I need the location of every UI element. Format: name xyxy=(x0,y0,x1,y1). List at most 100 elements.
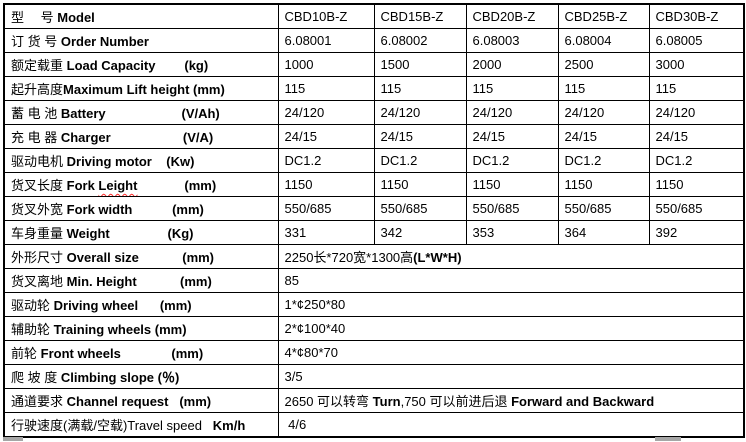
row-value-cell: 24/120 xyxy=(648,100,745,125)
text-segment: (mm) xyxy=(137,178,217,193)
text-segment: 1150 xyxy=(472,177,501,192)
row-value-cell: 6.08003 xyxy=(465,28,559,53)
text-segment: 2000 xyxy=(472,57,502,72)
text-segment: DC1.2 xyxy=(655,153,693,168)
text-segment: Front wheels (mm) xyxy=(40,346,204,361)
text-segment: 24/120 xyxy=(472,105,513,120)
row-value-cell: CBD15B-Z xyxy=(373,3,467,29)
row-value-cell: 115 xyxy=(373,76,467,101)
row-value-cell: 392 xyxy=(648,220,745,245)
text-segment: 前轮 xyxy=(11,346,41,361)
text-segment: DC1.2 xyxy=(284,153,322,168)
text-segment: Climbing slope (％) xyxy=(60,370,180,385)
text-segment: Km/h xyxy=(212,418,246,433)
text-segment: 3/5 xyxy=(284,369,303,384)
text-segment: 起升高度 xyxy=(11,82,64,97)
table-row: 爬 坡 度 Climbing slope (％) 3/5 xyxy=(3,364,745,389)
row-value-cell: 24/120 xyxy=(373,100,467,125)
row-value-cell: 2250长*720宽*1300高(L*W*H) xyxy=(277,244,745,269)
row-value-cell: 115 xyxy=(277,76,375,101)
row-value-cell: 364 xyxy=(557,220,650,245)
table-row: 蓄 电 池 Battery (V/Ah) 24/120 24/120 24/120 24… xyxy=(3,100,745,125)
text-segment: Driving motor (Kw) xyxy=(66,154,195,169)
text-segment: Driving wheel (mm) xyxy=(53,298,192,313)
text-segment: 充 电 器 xyxy=(11,130,61,145)
text-segment: 115 xyxy=(380,81,402,96)
row-value-cell: 6.08001 xyxy=(277,28,375,53)
text-segment: 车身重量 xyxy=(11,226,67,241)
text-segment: 蓄 电 池 xyxy=(11,106,61,121)
table-row: 货叉离地 Min. Height (mm) 85 xyxy=(3,268,745,293)
row-value-cell: 4*¢80*70 xyxy=(277,340,745,365)
table-row: 额定载重 Load Capacity (kg) 1000 1500 2000 2500 3… xyxy=(3,52,745,77)
row-value-cell: DC1.2 xyxy=(465,148,559,173)
text-segment: 辅助轮 xyxy=(11,322,54,337)
row-value-cell: 1*¢250*80 xyxy=(277,292,745,317)
text-segment: 1500 xyxy=(380,57,410,72)
row-value-cell: 24/15 xyxy=(557,124,650,149)
text-segment: Fork xyxy=(66,178,99,193)
row-label-cell: 辅助轮 Training wheels (mm) xyxy=(3,316,279,341)
text-segment: (L*W*H) xyxy=(413,250,462,265)
text-segment: 6.08004 xyxy=(564,33,612,48)
table-handle-left-icon[interactable] xyxy=(3,437,23,441)
text-segment: 1*¢250*80 xyxy=(284,297,346,312)
text-segment: 1000 xyxy=(284,57,314,72)
row-value-cell: 24/15 xyxy=(277,124,375,149)
row-value-cell: 2000 xyxy=(465,52,559,77)
row-value-cell: 115 xyxy=(465,76,559,101)
text-segment: 2250长*720宽*1300高 xyxy=(284,250,414,265)
text-segment: 24/15 xyxy=(380,129,414,144)
text-segment: 24/15 xyxy=(284,129,318,144)
row-value-cell: 4/6 xyxy=(277,412,745,438)
text-segment: 331 xyxy=(284,225,307,240)
text-segment: 4/6 xyxy=(284,417,307,432)
text-segment: Battery (V/Ah) xyxy=(60,106,220,121)
row-label-cell: 驱动电机 Driving motor (Kw) xyxy=(3,148,279,173)
text-segment: Turn xyxy=(372,394,401,409)
row-value-cell: 3/5 xyxy=(277,364,745,389)
text-segment: 342 xyxy=(380,225,403,240)
row-value-cell: 3000 xyxy=(648,52,745,77)
text-segment: DC1.2 xyxy=(564,153,602,168)
row-label-cell: 货叉外宽 Fork width (mm) xyxy=(3,196,279,221)
text-segment: 550/685 xyxy=(472,201,520,216)
row-value-cell: 85 xyxy=(277,268,745,293)
text-segment: 3000 xyxy=(655,57,685,72)
row-label-cell: 额定载重 Load Capacity (kg) xyxy=(3,52,279,77)
text-segment: 1150 xyxy=(380,177,409,192)
text-segment: 爬 坡 度 xyxy=(11,370,61,385)
text-segment: 1150 xyxy=(655,177,684,192)
row-value-cell: 1150 xyxy=(557,172,650,197)
row-label-cell: 型 号 Model xyxy=(3,3,279,29)
text-segment: CBD20B-Z xyxy=(472,9,536,24)
text-segment: 550/685 xyxy=(380,201,428,216)
text-segment: DC1.2 xyxy=(472,153,510,168)
text-segment: CBD10B-Z xyxy=(284,9,348,24)
text-segment: 货叉离地 xyxy=(11,274,67,289)
text-segment: 115 xyxy=(472,81,494,96)
row-value-cell: 115 xyxy=(557,76,650,101)
row-label-cell: 货叉离地 Min. Height (mm) xyxy=(3,268,279,293)
row-value-cell: CBD30B-Z xyxy=(648,3,745,29)
row-value-cell: 1500 xyxy=(373,52,467,77)
text-segment: 24/120 xyxy=(284,105,325,120)
row-label-cell: 订 货 号 Order Number xyxy=(3,28,279,53)
text-segment: 550/685 xyxy=(655,201,703,216)
text-segment: Maximum Lift height (mm) xyxy=(63,82,225,97)
row-value-cell: 353 xyxy=(465,220,559,245)
row-value-cell: 1000 xyxy=(277,52,375,77)
text-segment: Training wheels (mm) xyxy=(53,322,187,337)
table-handle-right-icon[interactable] xyxy=(655,437,681,441)
row-value-cell: 24/120 xyxy=(277,100,375,125)
row-value-cell: 2*¢100*40 xyxy=(277,316,745,341)
table-row: 前轮 Front wheels (mm) 4*¢80*70 xyxy=(3,340,745,365)
text-segment: Weight (Kg) xyxy=(66,226,194,241)
row-value-cell: 550/685 xyxy=(277,196,375,221)
text-segment: CBD30B-Z xyxy=(655,9,719,24)
table-row: 驱动电机 Driving motor (Kw) DC1.2 DC1.2 DC1.2 DC… xyxy=(3,148,745,173)
text-segment: 4*¢80*70 xyxy=(284,345,339,360)
row-value-cell: 550/685 xyxy=(557,196,650,221)
row-value-cell: 1150 xyxy=(373,172,467,197)
text-segment: 364 xyxy=(564,225,587,240)
